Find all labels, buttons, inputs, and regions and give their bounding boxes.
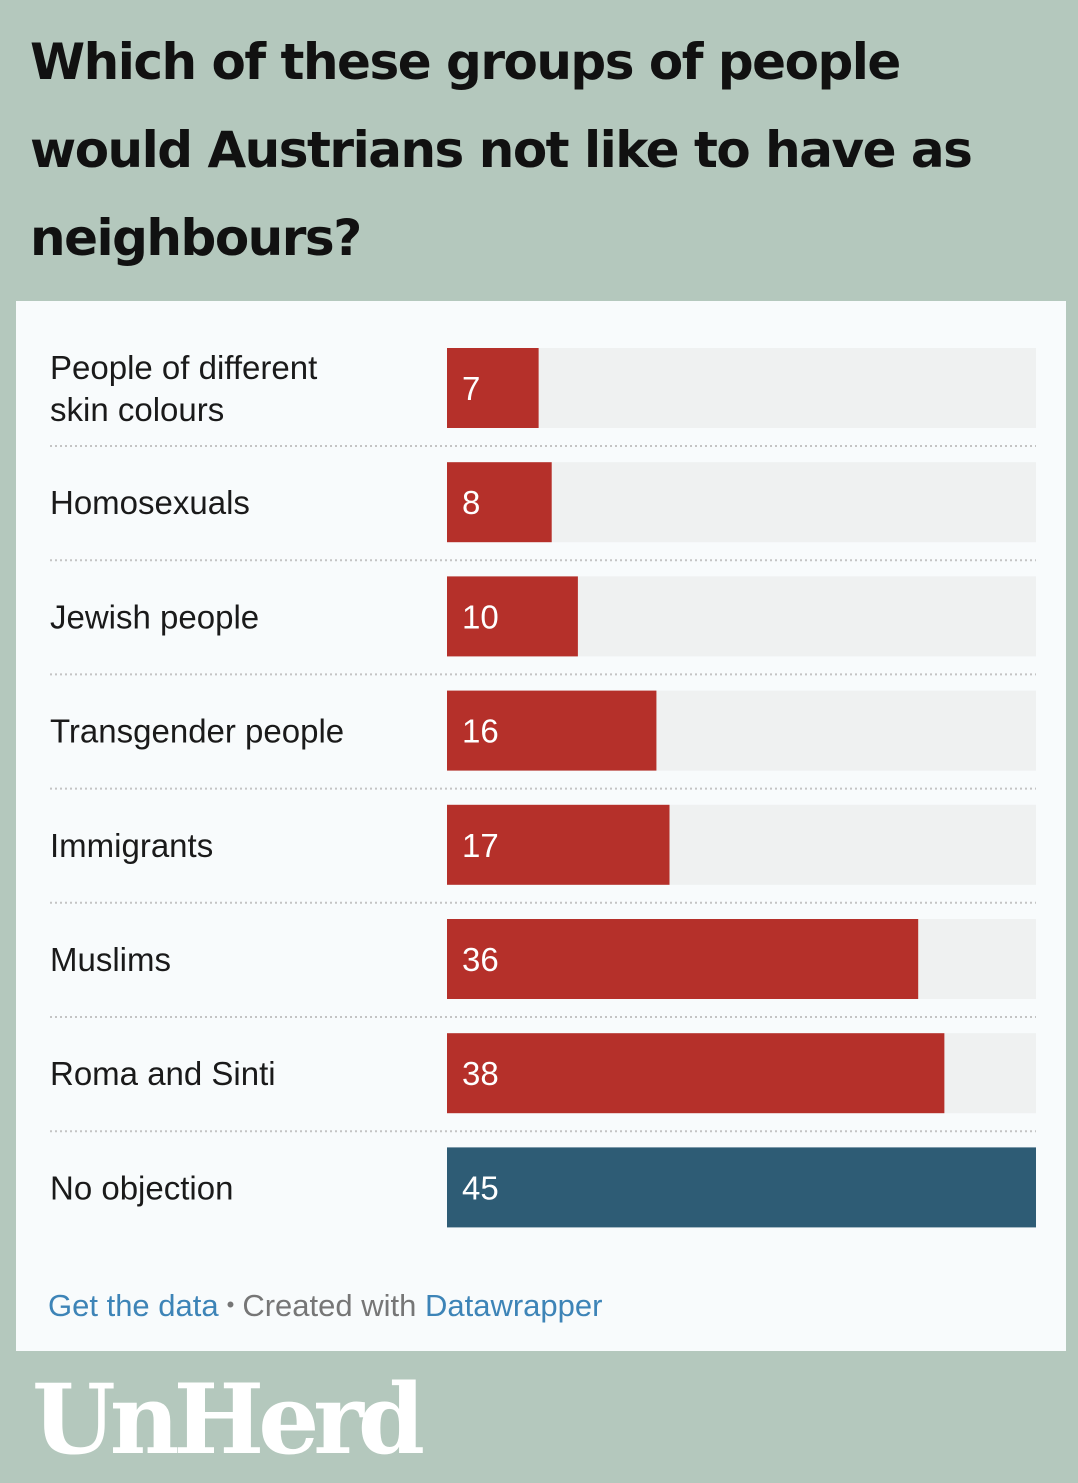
category-label: Muslims [50, 941, 171, 978]
datawrapper-link[interactable]: Datawrapper [424, 1288, 603, 1323]
bar [447, 1033, 945, 1114]
bar [447, 690, 657, 771]
bar-value-label: 8 [462, 484, 480, 521]
chart-card: 7 People of different skin colours 8 Homosex… [16, 301, 1066, 1351]
bar-chart: 7 People of different skin colours 8 Homosex… [50, 348, 1036, 1228]
category-label: Transgender people [50, 713, 344, 750]
bar [447, 462, 552, 543]
created-with-text: Created with [242, 1288, 417, 1323]
category-label: No objection [50, 1169, 233, 1206]
category-label: Immigrants [50, 827, 213, 864]
bar-value-label: 36 [462, 941, 499, 978]
bar-value-label: 17 [462, 827, 499, 864]
chart-footer: Get the data • Created with Datawrapper [48, 1288, 602, 1324]
bar-value-label: 16 [462, 713, 499, 750]
bar-value-label: 45 [462, 1169, 499, 1206]
bar [447, 348, 539, 428]
bar [447, 576, 578, 657]
bar-value-label: 7 [462, 370, 480, 407]
category-label: People of different skin colours [50, 349, 317, 428]
chart-title: Which of these groups of people would Au… [30, 33, 973, 267]
footer-separator: • [226, 1292, 235, 1317]
unherd-logo: UnHerd [32, 1363, 425, 1476]
bar-value-label: 10 [462, 598, 499, 635]
bar [447, 1147, 1036, 1228]
get-data-link[interactable]: Get the data [48, 1288, 219, 1323]
bar-value-label: 38 [462, 1055, 499, 1092]
category-label: Jewish people [50, 598, 259, 635]
bar [447, 804, 670, 885]
bar [447, 919, 919, 999]
category-label: Roma and Sinti [50, 1055, 276, 1092]
bar-track [447, 348, 1036, 428]
category-label: Homosexuals [50, 484, 250, 521]
